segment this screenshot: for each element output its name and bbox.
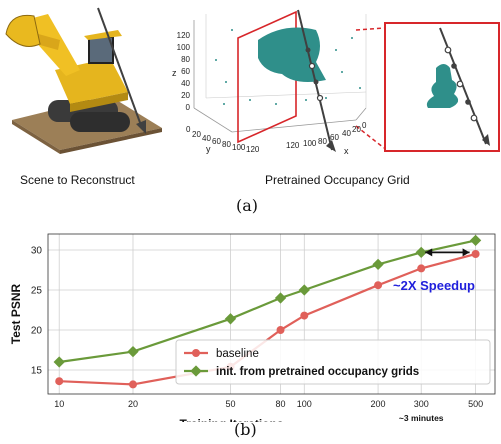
x-tick-label: 10 bbox=[54, 399, 64, 409]
legend-label-1: init. from pretrained occupancy grids bbox=[216, 366, 419, 378]
z-tick-label: 60 bbox=[181, 67, 190, 76]
baseline-point bbox=[276, 326, 285, 334]
x-tick-label: 20 bbox=[352, 125, 361, 134]
z-tick-label: 100 bbox=[177, 43, 191, 52]
y-tick-label: 25 bbox=[31, 286, 43, 297]
baseline-point bbox=[55, 377, 64, 386]
pretrained-point bbox=[415, 246, 427, 259]
x-tick-label: 80 bbox=[276, 399, 286, 409]
x-tick-label: 500 bbox=[468, 399, 483, 409]
speedup-arrowhead-right bbox=[462, 248, 470, 257]
pretrained-point bbox=[372, 258, 384, 271]
y-tick-label: 30 bbox=[31, 246, 43, 257]
x-axis-label: x bbox=[344, 146, 349, 156]
pretrained-point bbox=[127, 345, 139, 358]
z-axis-label: z bbox=[172, 68, 177, 78]
pretrained-point bbox=[53, 356, 65, 368]
pretrained-point bbox=[224, 313, 237, 325]
psnr-line-chart: 15 20 25 30 10 20 50 80 100 200 300 500 Training Ite… bbox=[9, 233, 496, 422]
panel-a-label: (a) bbox=[236, 196, 259, 215]
legend-label-0: baseline bbox=[216, 348, 259, 360]
z-tick-label: 0 bbox=[186, 103, 191, 112]
x-tick-label: 20 bbox=[128, 399, 138, 409]
panel-b-label: (b) bbox=[234, 420, 257, 439]
zoomed-inset bbox=[384, 22, 500, 152]
y-tick-label: 20 bbox=[192, 130, 201, 139]
y-axis-title: Test PSNR bbox=[9, 283, 23, 344]
pretrained-point bbox=[469, 234, 482, 247]
x-tick-label: 200 bbox=[371, 399, 386, 409]
x-tick-label: 100 bbox=[297, 399, 312, 409]
series-line-1 bbox=[59, 239, 476, 364]
panel-a: 120 100 80 60 40 20 0 z 0 20 40 60 80 10… bbox=[5, 7, 500, 215]
y-tick-label: 15 bbox=[31, 366, 43, 377]
x-tick-label: 80 bbox=[318, 137, 327, 146]
legend-marker-baseline bbox=[192, 349, 200, 357]
x-tick-label: 60 bbox=[330, 133, 339, 142]
scene-caption: Scene to Reconstruct bbox=[20, 173, 135, 187]
y-tick-label: 120 bbox=[246, 145, 260, 154]
baseline-point bbox=[128, 380, 137, 389]
z-tick-label: 40 bbox=[181, 79, 190, 88]
x-tick-label: 100 bbox=[303, 139, 317, 148]
series-line-0 bbox=[59, 252, 476, 386]
y-tick-label: 100 bbox=[232, 143, 246, 152]
speedup-arrowhead-left bbox=[425, 248, 433, 257]
grid-caption: Pretrained Occupancy Grid bbox=[265, 173, 410, 187]
occupancy-3d-plot: 120 100 80 60 40 20 0 z 0 20 40 60 80 10… bbox=[172, 9, 384, 156]
baseline-point bbox=[417, 264, 426, 273]
y-tick-label: 20 bbox=[31, 326, 43, 337]
plot-frame bbox=[47, 233, 496, 395]
x-tick-label: 120 bbox=[286, 141, 300, 150]
y-tick-label: 60 bbox=[212, 137, 221, 146]
baseline-point bbox=[300, 311, 309, 320]
baseline-point bbox=[374, 281, 383, 290]
x-tick-label: 50 bbox=[226, 399, 236, 409]
x-axis-title: Training Iterations bbox=[179, 417, 283, 422]
y-tick-label: 80 bbox=[222, 140, 231, 149]
pretrained-point bbox=[274, 292, 287, 304]
x-tick-label: 40 bbox=[342, 129, 351, 138]
y-tick-label: 40 bbox=[202, 134, 211, 143]
legend-box bbox=[175, 339, 491, 385]
y-axis-label: y bbox=[206, 144, 211, 154]
speedup-annotation: ~2X Speedup bbox=[393, 278, 475, 293]
z-tick-label: 20 bbox=[181, 91, 190, 100]
x-tick-label: 300 bbox=[414, 399, 429, 409]
scene-illustration bbox=[5, 7, 162, 154]
z-tick-label: 120 bbox=[177, 31, 191, 40]
time-annotation-line1: ~3 minutes bbox=[399, 413, 444, 422]
baseline-point bbox=[471, 250, 480, 258]
x-tick-label: 0 bbox=[362, 121, 367, 130]
legend-marker-pretrained bbox=[190, 365, 202, 377]
pretrained-point bbox=[298, 284, 310, 296]
y-tick-label: 0 bbox=[186, 125, 191, 134]
z-tick-label: 80 bbox=[181, 55, 190, 64]
